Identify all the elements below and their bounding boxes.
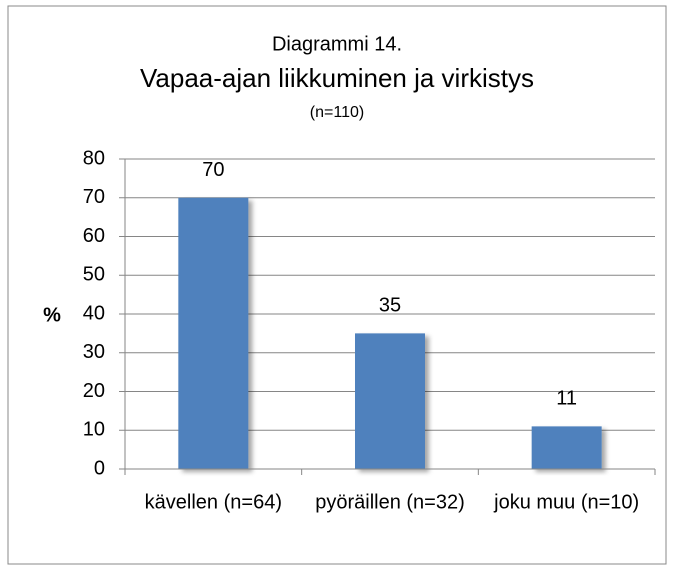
bar	[355, 333, 425, 469]
y-tick-label: 0	[94, 457, 105, 479]
y-tick-label: 40	[83, 302, 105, 324]
y-tick-label: 80	[83, 147, 105, 169]
y-tick-label: 50	[83, 264, 105, 286]
x-tick-label: joku muu (n=10)	[493, 491, 639, 513]
chart-subtitle: (n=110)	[310, 104, 364, 121]
data-label: 11	[556, 388, 577, 410]
y-axis-label: %	[43, 304, 61, 326]
data-label: 70	[202, 159, 224, 181]
y-tick-label: 30	[83, 341, 105, 363]
bar	[531, 426, 602, 469]
x-tick-label: kävellen (n=64)	[145, 491, 282, 513]
y-tick-label: 70	[83, 186, 105, 208]
chart-title: Vapaa-ajan liikkuminen ja virkistys	[140, 63, 534, 93]
chart-frame	[7, 5, 667, 565]
bar	[178, 197, 249, 469]
y-tick-label: 10	[83, 419, 105, 441]
y-tick-label: 20	[83, 380, 105, 402]
x-tick-label: pyöräillen (n=32)	[315, 491, 465, 513]
chart-title-line: Diagrammi 14.	[272, 33, 402, 55]
y-tick-label: 60	[83, 225, 105, 247]
data-label: 35	[379, 295, 401, 317]
